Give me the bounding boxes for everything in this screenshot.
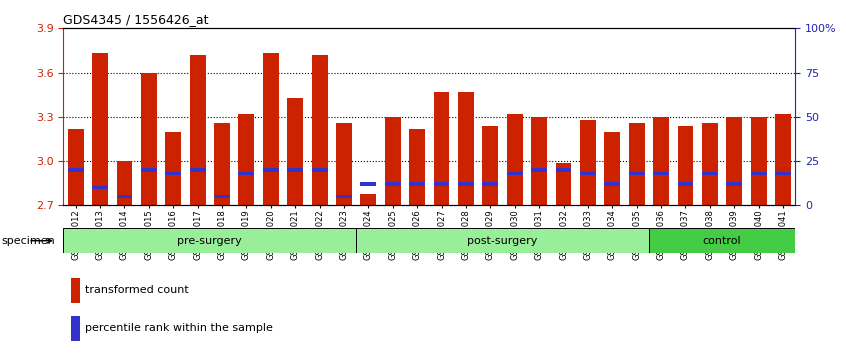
Bar xyxy=(775,114,791,205)
Bar xyxy=(649,228,795,253)
Bar xyxy=(702,123,717,205)
Bar xyxy=(434,92,449,205)
Bar xyxy=(165,172,181,175)
Bar xyxy=(531,168,547,172)
Bar xyxy=(653,117,669,205)
Bar xyxy=(385,117,401,205)
Bar xyxy=(92,53,108,205)
Bar xyxy=(482,182,498,186)
Bar xyxy=(580,120,596,205)
Bar xyxy=(702,172,717,175)
Bar xyxy=(68,129,84,205)
Bar xyxy=(678,182,694,186)
Bar xyxy=(604,182,620,186)
Bar xyxy=(190,168,206,172)
Bar xyxy=(409,182,425,186)
Bar xyxy=(71,278,80,303)
Text: pre-surgery: pre-surgery xyxy=(178,236,242,246)
Bar xyxy=(385,182,401,186)
Bar xyxy=(263,168,278,172)
Bar xyxy=(239,114,255,205)
Bar xyxy=(356,228,649,253)
Bar xyxy=(141,168,157,172)
Bar xyxy=(311,168,327,172)
Bar xyxy=(434,182,449,186)
Bar xyxy=(288,168,303,172)
Bar xyxy=(750,117,766,205)
Bar xyxy=(263,53,278,205)
Bar xyxy=(336,123,352,205)
Bar xyxy=(580,172,596,175)
Bar xyxy=(775,172,791,175)
Bar xyxy=(409,129,425,205)
Bar xyxy=(750,172,766,175)
Bar xyxy=(531,117,547,205)
Text: control: control xyxy=(703,236,741,246)
Bar xyxy=(214,195,230,198)
Bar xyxy=(629,123,645,205)
Bar xyxy=(336,195,352,198)
Bar xyxy=(678,126,694,205)
Bar xyxy=(653,172,669,175)
Bar xyxy=(556,168,571,172)
Bar xyxy=(727,182,742,186)
Bar xyxy=(71,316,80,341)
Bar xyxy=(507,172,523,175)
Bar xyxy=(117,161,132,205)
Bar xyxy=(507,114,523,205)
Bar xyxy=(190,55,206,205)
Bar xyxy=(556,162,571,205)
Bar xyxy=(482,126,498,205)
Bar xyxy=(239,172,255,175)
Text: post-surgery: post-surgery xyxy=(467,236,538,246)
Bar xyxy=(68,168,84,172)
Bar xyxy=(165,132,181,205)
Bar xyxy=(629,172,645,175)
Bar xyxy=(311,55,327,205)
Bar xyxy=(360,194,376,205)
Text: specimen: specimen xyxy=(1,236,55,246)
Bar xyxy=(458,92,474,205)
Bar xyxy=(63,228,356,253)
Bar xyxy=(141,73,157,205)
Bar xyxy=(360,182,376,186)
Text: transformed count: transformed count xyxy=(85,285,190,295)
Bar xyxy=(727,117,742,205)
Bar xyxy=(117,195,132,198)
Text: percentile rank within the sample: percentile rank within the sample xyxy=(85,323,273,333)
Text: GDS4345 / 1556426_at: GDS4345 / 1556426_at xyxy=(63,13,209,26)
Bar xyxy=(288,98,303,205)
Bar xyxy=(214,123,230,205)
Bar xyxy=(604,132,620,205)
Bar xyxy=(458,182,474,186)
Bar xyxy=(92,186,108,189)
